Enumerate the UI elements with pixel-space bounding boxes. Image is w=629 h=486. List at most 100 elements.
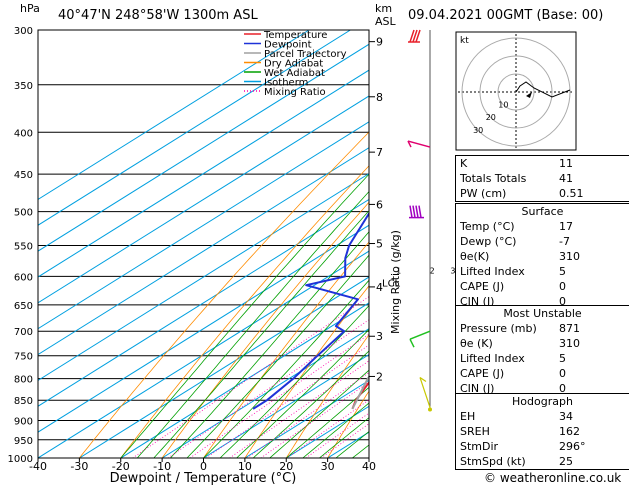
legend-label: Wet Adiabat [264, 68, 325, 79]
mixing-ratio-line [260, 381, 369, 458]
wet-adiabat-line [219, 304, 369, 458]
wet-adiabat-line [302, 402, 369, 458]
row-label: CAPE (J) [460, 367, 505, 380]
mixing-ratio-label: 3 [450, 266, 455, 275]
row-value: 0.51 [559, 187, 584, 200]
row-label: EH [460, 410, 476, 423]
table-row: SREH 162 [456, 424, 629, 439]
hodograph-stats-title: Hodograph [512, 395, 573, 408]
lcl-label: LCL [382, 278, 401, 289]
table-row: θe (K) 310 [456, 336, 629, 351]
hodograph-unit-label: kt [460, 36, 469, 46]
km-tick-label: 4 [376, 281, 383, 294]
isotherm-line [38, 147, 369, 356]
y-tick-label: 650 [14, 301, 33, 312]
row-label: Dewp (°C) [460, 235, 517, 248]
wet-adiabat-line [170, 231, 369, 458]
pressure-unit-label: hPa [20, 2, 40, 15]
wind-barb [407, 140, 431, 148]
table-row: θe(K) 310 [456, 249, 629, 264]
x-tick-label: 20 [279, 460, 293, 473]
wet-adiabat-line [120, 173, 369, 458]
x-tick-label: 0 [200, 460, 207, 473]
x-tick-label: 10 [238, 460, 252, 473]
indices-panel: K 11 Totals Totals 41 PW (cm) 0.51 [455, 155, 629, 202]
hodograph-ring-label: 10 [498, 101, 508, 110]
mixing-ratio-line [320, 423, 369, 458]
hodograph-ring [479, 55, 553, 129]
row-value: 0 [559, 295, 566, 308]
mixing-ratio-line [189, 333, 369, 458]
row-value: 0 [559, 367, 566, 380]
most-unstable-panel: Most Unstable Pressure (mb) 871 θe (K) 310 L… [455, 305, 629, 397]
isotherm-line [38, 43, 369, 252]
wind-barb-feather [418, 205, 422, 218]
isotherm-line [38, 224, 369, 433]
row-label: θe(K) [460, 250, 490, 263]
table-row: StmSpd (kt) 25 [456, 454, 629, 469]
y-tick-label: 950 [14, 436, 33, 447]
legend-label: Temperature [263, 30, 327, 41]
row-value: 310 [559, 250, 580, 263]
surface-title: Surface [521, 205, 564, 218]
row-label: CIN (J) [460, 295, 495, 308]
isotherm-line [38, 30, 310, 201]
row-label: Lifted Index [460, 352, 525, 365]
y-tick-label: 700 [14, 327, 33, 338]
wind-barb [419, 376, 432, 412]
hodograph-stats-panel: Hodograph EH 34 SREH 162 StmDir 296° StmSpd (k… [455, 393, 629, 470]
row-label: PW (cm) [460, 187, 507, 200]
legend-label: Parcel Trajectory [264, 49, 347, 60]
wet-adiabat-line [186, 254, 369, 458]
location-title: 40°47'N 248°58'W 1300m ASL [58, 8, 258, 23]
row-label: StmSpd (kt) [460, 455, 526, 468]
row-value: 5 [559, 265, 566, 278]
wind-barb-shaft [409, 330, 431, 340]
wind-barb-shaft [419, 377, 431, 408]
legend-label: Mixing Ratio [264, 87, 326, 98]
wind-barb-feather [412, 205, 416, 218]
y-tick-label: 900 [14, 417, 33, 428]
row-label: θe (K) [460, 337, 493, 350]
wind-barb-feather [419, 376, 427, 382]
row-value: 310 [559, 337, 580, 350]
table-row: CIN (J) 0 [456, 381, 629, 396]
km-tick-label: 9 [376, 36, 383, 49]
x-tick-label: 40 [362, 460, 376, 473]
hodograph-ring-label: 30 [473, 126, 483, 135]
y-tick-label: 850 [14, 396, 33, 407]
y-tick-label: 300 [14, 26, 33, 37]
table-row: Temp (°C) 17 [456, 219, 629, 234]
row-label: Totals Totals [460, 172, 527, 185]
y-tick-label: 800 [14, 375, 33, 386]
wet-adiabat-line [286, 386, 369, 458]
table-row: StmDir 296° [456, 439, 629, 454]
mixing-ratio-label: 1 [396, 266, 401, 275]
wet-adiabat-line [236, 328, 369, 458]
x-tick-label: -30 [70, 460, 88, 473]
y-tick-label: 450 [14, 170, 33, 181]
row-label: Temp (°C) [460, 220, 515, 233]
legend-label: Dewpoint [264, 40, 312, 51]
wind-barb-feather [409, 205, 413, 218]
isotherm-line [203, 353, 369, 458]
wind-barb-feather [407, 140, 412, 148]
surface-panel: Surface Temp (°C) 17 Dewp (°C) -7 θe(K) 310 Li… [455, 203, 629, 310]
wind-barb [408, 29, 421, 43]
km-tick-label: 5 [376, 238, 383, 251]
y-tick-label: 550 [14, 241, 33, 252]
x-tick-label: -10 [153, 460, 171, 473]
y-tick-label: 500 [14, 208, 33, 219]
wet-adiabat-line [136, 190, 369, 458]
isotherm-line [79, 276, 369, 458]
row-value: 162 [559, 425, 580, 438]
row-value: 25 [559, 455, 573, 468]
mixing-ratio-line [229, 360, 369, 458]
y-tick-label: 350 [14, 81, 33, 92]
isotherm-line [38, 95, 369, 304]
legend-label: Isotherm [264, 78, 308, 89]
dry-adiabat-line [120, 165, 369, 458]
wet-adiabat-line [252, 350, 369, 458]
wind-barb-dot [428, 407, 432, 412]
mixing-ratio-line [132, 296, 369, 458]
